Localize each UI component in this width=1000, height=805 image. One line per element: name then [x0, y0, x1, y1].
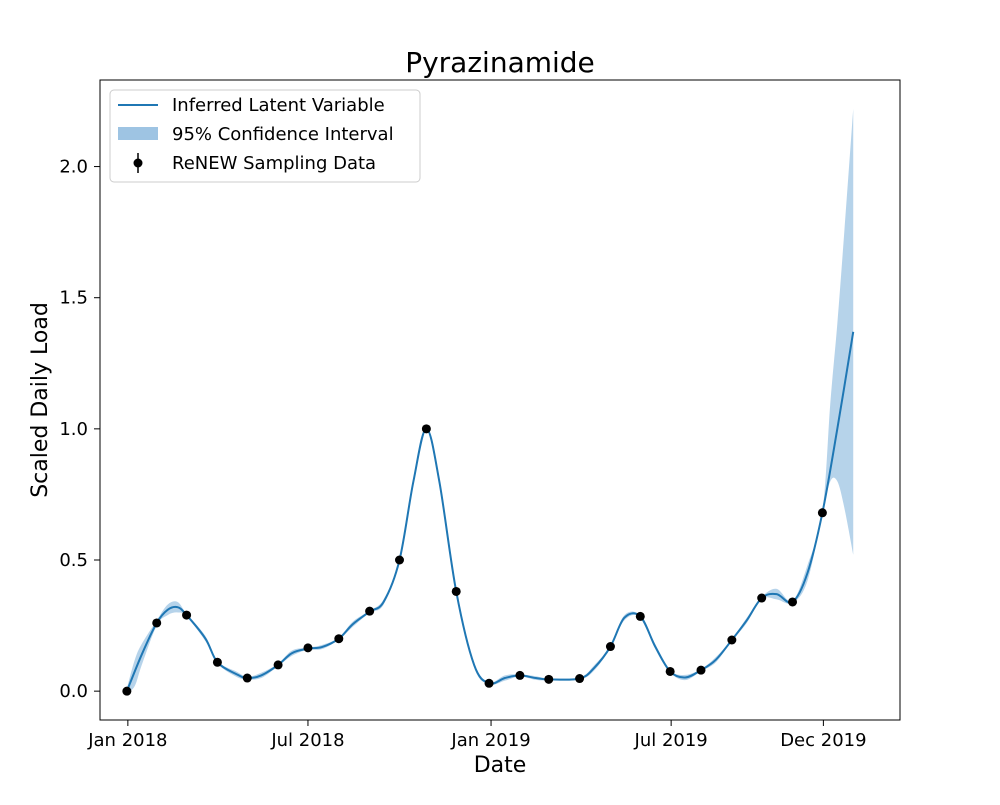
- y-tick-label: 0.0: [59, 681, 88, 702]
- sampling-point: [421, 424, 431, 434]
- sampling-point: [788, 597, 798, 607]
- sampling-point: [212, 657, 222, 667]
- x-axis-label: Date: [474, 753, 527, 778]
- legend-point-swatch: [133, 158, 143, 168]
- x-tick-label: Jan 2019: [450, 730, 530, 751]
- sampling-point: [757, 593, 767, 603]
- sampling-point: [665, 666, 675, 676]
- legend-label-sampling: ReNEW Sampling Data: [172, 153, 376, 174]
- sampling-point: [727, 635, 737, 645]
- sampling-point: [484, 678, 494, 688]
- confidence-band: [126, 108, 854, 694]
- sampling-point: [152, 618, 162, 628]
- y-tick-label: 1.5: [59, 288, 88, 309]
- y-axis-label: Scaled Daily Load: [28, 302, 53, 498]
- sampling-point: [303, 643, 313, 653]
- y-axis: 0.0 0.5 1.0 1.5 2.0: [59, 157, 100, 702]
- legend-box: [109, 89, 421, 183]
- y-tick-label: 1.0: [59, 419, 88, 440]
- x-tick-label: Dec 2019: [780, 730, 866, 751]
- legend: Inferred Latent Variable 95% Confidence …: [109, 89, 421, 183]
- sampling-point: [696, 665, 706, 675]
- legend-band-swatch: [118, 127, 158, 140]
- sampling-point: [605, 642, 615, 652]
- sampling-point: [242, 673, 252, 683]
- plot-frame: [99, 79, 901, 721]
- x-tick-label: Jul 2018: [270, 730, 344, 751]
- sampling-point: [395, 555, 404, 565]
- y-tick-label: 2.0: [59, 157, 88, 178]
- sampling-point: [334, 634, 344, 644]
- y-tick-label: 0.5: [59, 550, 88, 571]
- sampling-point: [182, 610, 192, 620]
- sampling-point: [544, 674, 554, 684]
- x-tick-label: Jan 2018: [87, 730, 167, 751]
- sampling-point: [451, 586, 461, 596]
- x-tick-label: Jul 2019: [634, 730, 708, 751]
- sampling-point: [635, 611, 645, 621]
- sampling-point: [575, 674, 585, 684]
- sampling-point: [515, 670, 525, 680]
- latent-variable-line: [125, 331, 855, 692]
- plot-area: [122, 108, 855, 696]
- sampling-point: [365, 606, 375, 616]
- sampling-point: [817, 508, 827, 518]
- chart-title: Pyrazinamide: [405, 46, 595, 79]
- sampling-point: [273, 660, 283, 670]
- x-axis: Jan 2018 Jul 2018 Jan 2019 Jul 2019 Dec 2019: [87, 720, 867, 751]
- legend-label-confidence: 95% Confidence Interval: [172, 124, 394, 145]
- sampling-point: [122, 686, 132, 696]
- legend-label-latent: Inferred Latent Variable: [172, 95, 385, 116]
